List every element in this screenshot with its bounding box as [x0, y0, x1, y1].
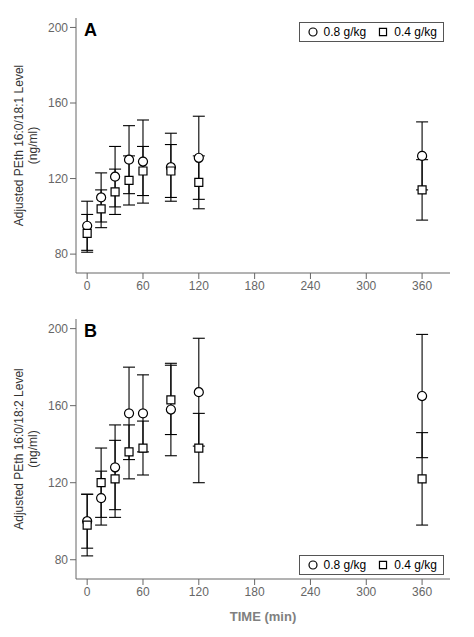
svg-text:60: 60 — [136, 279, 150, 293]
svg-text:120: 120 — [189, 279, 209, 293]
html-text:0.4 g/kg: 0.4 g/kg — [394, 558, 437, 572]
svg-text:120: 120 — [189, 585, 209, 599]
svg-text:60: 60 — [136, 585, 150, 599]
html-text:B: B — [84, 321, 97, 341]
svg-text:240: 240 — [300, 585, 320, 599]
svg-text:240: 240 — [300, 279, 320, 293]
svg-text:160: 160 — [48, 399, 68, 413]
svg-text:Adjusted PEth 16:0/18:1 Level(: Adjusted PEth 16:0/18:1 Level(ng/ml) — [12, 65, 40, 226]
html-text:A: A — [84, 20, 97, 40]
svg-text:0: 0 — [84, 585, 91, 599]
svg-text:120: 120 — [48, 476, 68, 490]
svg-text:TIME (min): TIME (min) — [230, 609, 296, 624]
svg-text:180: 180 — [245, 279, 265, 293]
svg-text:200: 200 — [48, 322, 68, 336]
svg-text:Adjusted PEth 16:0/18:2 Level(: Adjusted PEth 16:0/18:2 Level(ng/ml) — [12, 368, 40, 529]
svg-text:180: 180 — [245, 585, 265, 599]
svg-text:200: 200 — [48, 21, 68, 35]
svg-text:80: 80 — [55, 247, 69, 261]
html-text:0.8 g/kg: 0.8 g/kg — [323, 558, 367, 572]
svg-text:360: 360 — [412, 279, 432, 293]
svg-text:120: 120 — [48, 172, 68, 186]
html-text:0.8 g/kg: 0.8 g/kg — [323, 25, 367, 39]
svg-text:300: 300 — [356, 279, 376, 293]
svg-text:360: 360 — [412, 585, 432, 599]
svg-text:80: 80 — [55, 553, 69, 567]
svg-text:0: 0 — [84, 279, 91, 293]
svg-text:160: 160 — [48, 96, 68, 110]
svg-text:300: 300 — [356, 585, 376, 599]
html-text:0.4 g/kg: 0.4 g/kg — [394, 25, 437, 39]
